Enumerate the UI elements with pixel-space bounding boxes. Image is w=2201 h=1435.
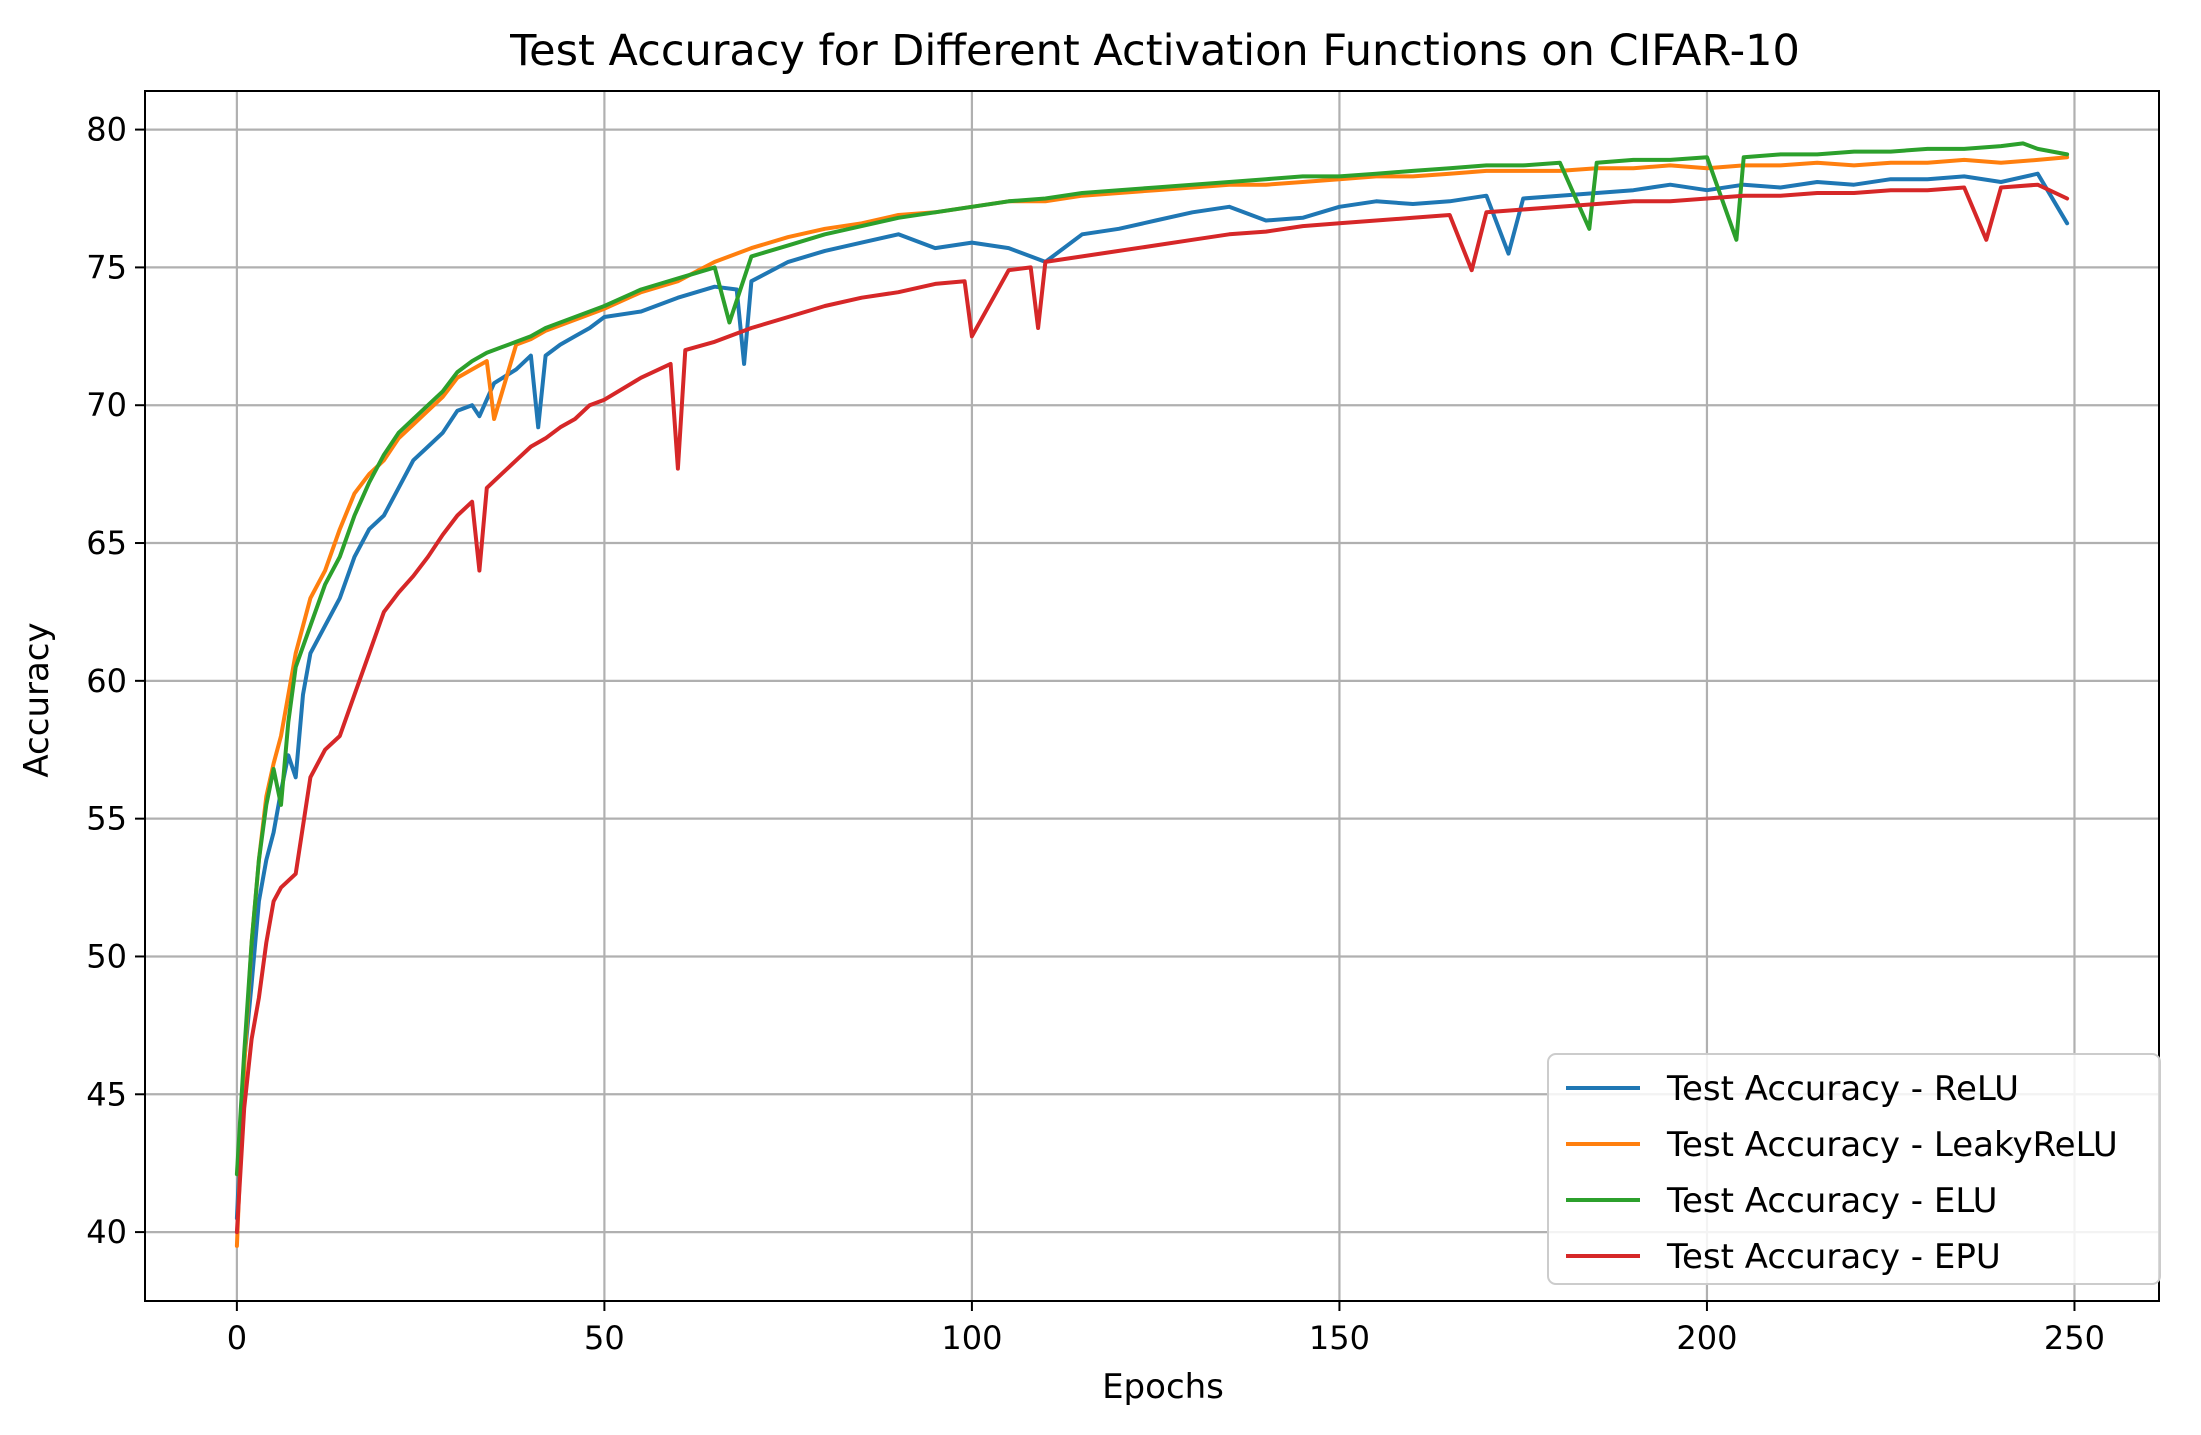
y-tick-label: 40 [86, 1213, 127, 1251]
x-tick-label: 200 [1676, 1319, 1737, 1357]
y-tick-label: 45 [86, 1075, 127, 1113]
legend: Test Accuracy - ReLU Test Accuracy - Leak… [1547, 1053, 2161, 1285]
x-axis: 0 50 100 150 200 250 [227, 1301, 2105, 1357]
x-tick-label: 150 [1309, 1319, 1370, 1357]
x-axis-label: Epochs [1102, 1367, 1224, 1407]
y-tick-label: 70 [86, 386, 127, 424]
y-axis: 40 45 50 55 60 65 70 75 80 [86, 111, 145, 1251]
legend-label: Test Accuracy - ReLU [1666, 1069, 2019, 1109]
series-line-elu [234, 141, 2070, 1177]
y-tick-label: 55 [86, 800, 127, 838]
y-tick-label: 75 [86, 248, 127, 286]
legend-frame [1547, 1053, 2161, 1285]
y-axis-label: Accuracy [17, 622, 57, 777]
legend-label: Test Accuracy - LeakyReLU [1666, 1125, 2118, 1165]
series-layer [234, 141, 2070, 1248]
y-tick-label: 60 [86, 662, 127, 700]
plot-frame [144, 90, 2160, 1302]
y-tick-label: 80 [86, 111, 127, 149]
series-line-epu [234, 182, 2070, 1235]
y-tick-label: 50 [86, 937, 127, 975]
x-tick-label: 250 [2044, 1319, 2105, 1357]
x-tick-label: 50 [584, 1319, 625, 1357]
chart-title: Test Accuracy for Different Activation F… [509, 26, 1800, 76]
legend-items: Test Accuracy - ReLU Test Accuracy - Leak… [1566, 1069, 2118, 1277]
series-line-leakyrelu [234, 155, 2070, 1248]
legend-label: Test Accuracy - ELU [1666, 1181, 1998, 1221]
y-tick-label: 65 [86, 524, 127, 562]
series-line-relu [234, 171, 2070, 1221]
x-tick-label: 100 [941, 1319, 1002, 1357]
x-tick-label: 0 [227, 1319, 247, 1357]
legend-label: Test Accuracy - EPU [1666, 1237, 2001, 1277]
